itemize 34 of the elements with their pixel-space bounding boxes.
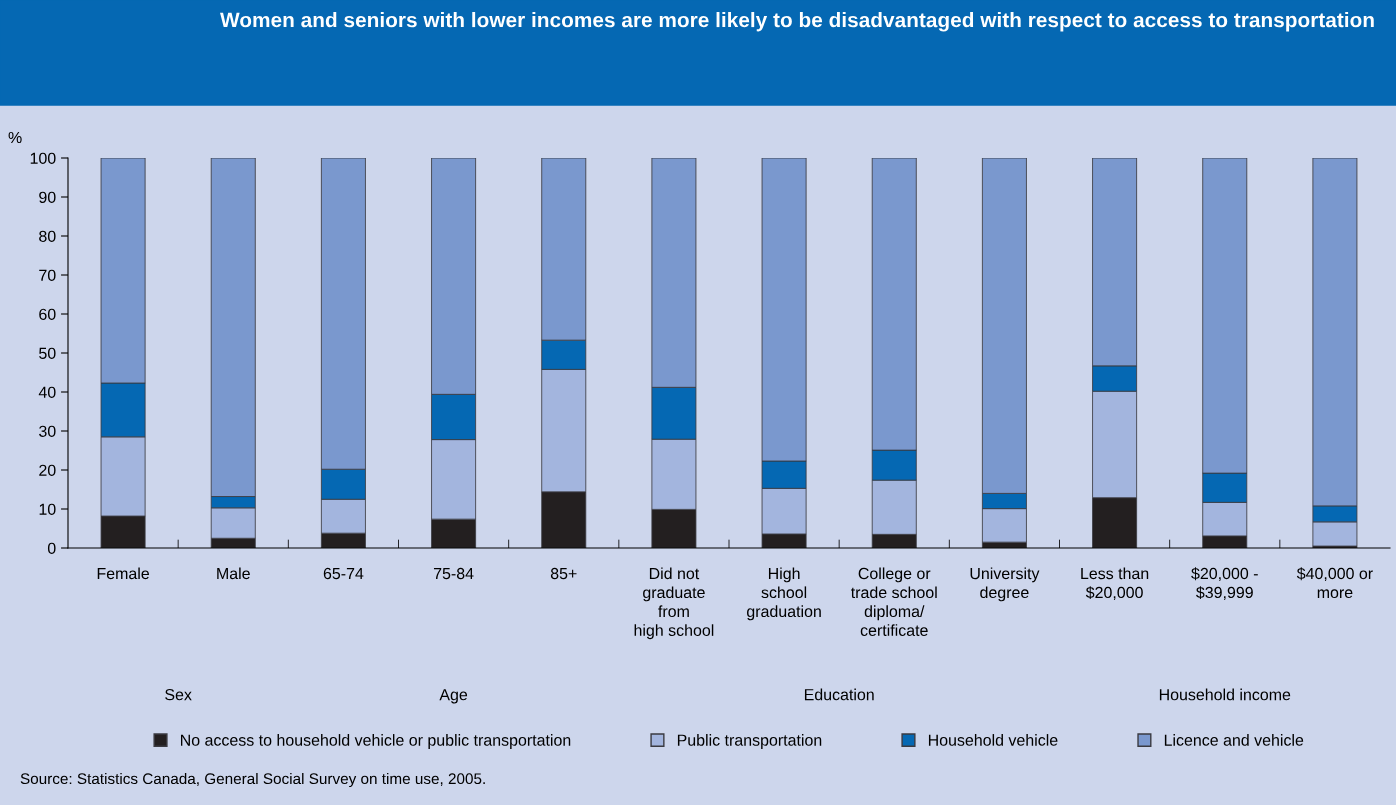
x-tick-label: 75-84 [433, 567, 474, 580]
text: Education [804, 688, 874, 701]
x-tick-label: 65-74 [323, 567, 364, 580]
y-axis-title: % [8, 131, 22, 144]
y-tick-label: 70 [39, 269, 56, 281]
x-tick-label: $40,000 or more [1296, 567, 1373, 599]
x-tick-label: High school graduation [747, 567, 821, 621]
legend-label: Household vehicle [928, 734, 1058, 746]
y-tick-label: 90 [39, 191, 56, 203]
y-tick-label: 80 [39, 230, 56, 242]
text: Household income [1159, 688, 1291, 701]
legend-label: Licence and vehicle [1164, 734, 1304, 746]
y-tick-label: 40 [38, 386, 56, 398]
y-tick-label: 30 [39, 425, 56, 437]
y-tick-label: 0 [47, 542, 56, 554]
legend-label: No access to household vehicle or public transportation [181, 734, 571, 749]
y-tick-label: 20 [39, 464, 56, 476]
y-tick-label: 60 [39, 308, 56, 320]
chart-title: Women and seniors with lower incomes are more likely to be disadvantaged with respect to access to transportation [220, 12, 1374, 32]
text: Sex [165, 688, 192, 701]
y-tick-label: 10 [39, 503, 56, 515]
source-note: Source: Statistics Canada, General Social Survey on time use, 2005. [20, 772, 485, 788]
x-tick-label: 85+ [550, 567, 577, 580]
y-tick-label: 100 [30, 152, 56, 164]
x-tick-label: Less than $20,000 [1081, 567, 1149, 600]
x-tick-label: College or trade school diploma/ certificate [850, 567, 937, 636]
x-tick-label: Did not graduate from high school [634, 567, 714, 640]
y-tick-label: 50 [39, 347, 56, 359]
x-tick-label: University degree [970, 567, 1040, 602]
x-tick-label: Female [97, 567, 150, 580]
x-tick-label: Male [217, 567, 250, 580]
legend-label: Public transportation [677, 734, 822, 749]
text: Age [439, 689, 468, 704]
x-tick-label: $20,000 - $39,999 [1191, 567, 1258, 600]
